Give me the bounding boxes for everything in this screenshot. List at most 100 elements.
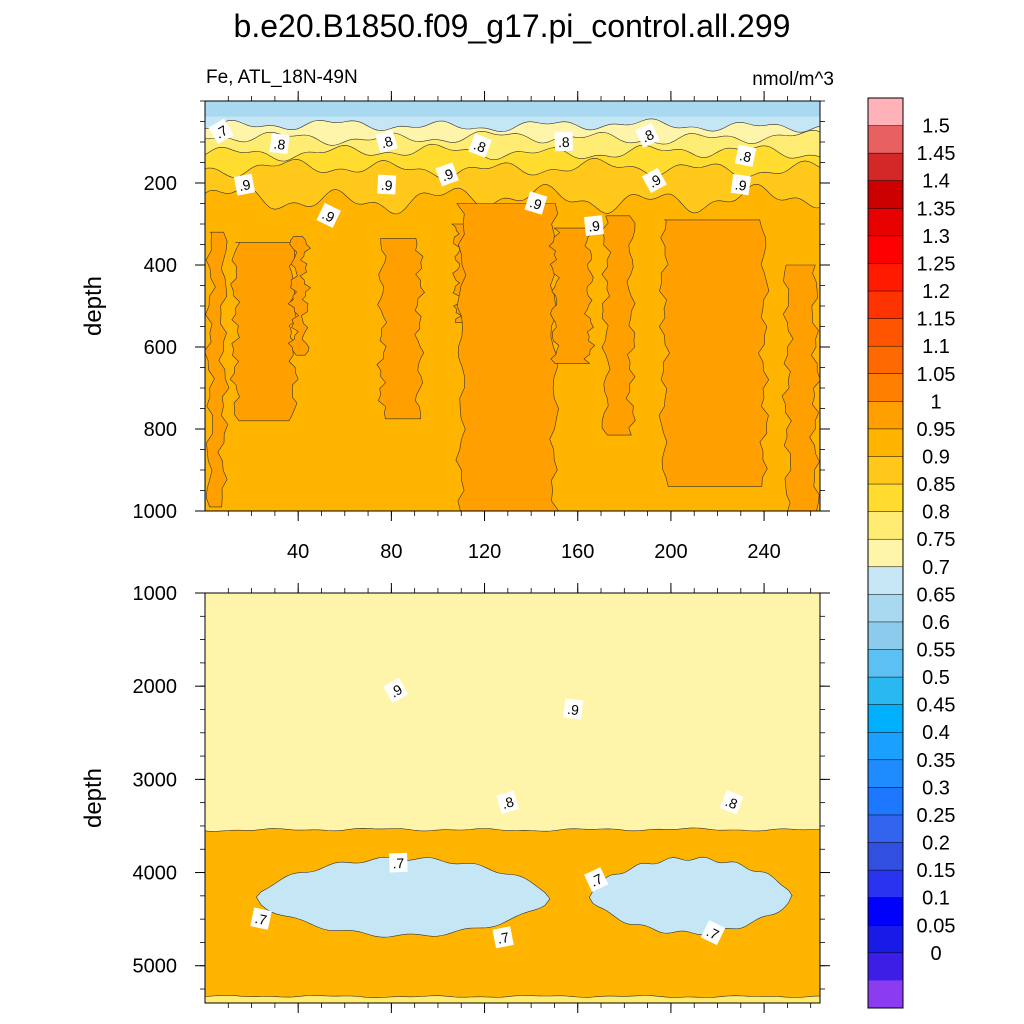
contour-blob-095 xyxy=(781,264,820,511)
contour-label: .8 xyxy=(734,144,757,167)
colorbar: 1.5 1.45 1.4 1.35 1.3 1.25 1.2 1.15 1.1 1.05 1 0.95… xyxy=(867,97,956,1009)
colorbar-label: 0.7 xyxy=(922,557,950,579)
contour-lobe-068 xyxy=(589,856,793,935)
contour-label: .8 xyxy=(496,790,519,814)
contour-blob-095 xyxy=(205,231,230,508)
colorbar-label: 0.9 xyxy=(922,446,950,468)
x-tick-label: 120 xyxy=(468,541,501,563)
upper-ylabel: depth xyxy=(80,276,107,336)
x-tick-label: 160 xyxy=(561,541,594,563)
colorbar-swatch xyxy=(868,428,903,457)
contour-label-text: .7 xyxy=(392,855,404,871)
contour-fill-band xyxy=(205,593,820,832)
colorbar-swatch xyxy=(868,180,903,209)
colorbar-swatch xyxy=(868,98,903,126)
y-tick-label: 1000 xyxy=(133,583,178,605)
contour-label: .9 xyxy=(316,202,341,228)
contour-label-box xyxy=(233,173,256,196)
contour-label: .8 xyxy=(554,131,574,152)
colorbar-label: 1.5 xyxy=(922,116,950,138)
colorbar-label: 1.3 xyxy=(922,226,950,248)
colorbar-label: 0.45 xyxy=(917,695,956,717)
contour-blob-095 xyxy=(287,236,312,356)
contour-blob-095 xyxy=(455,203,561,511)
contour-label-box xyxy=(554,131,574,152)
axes-layer: 200 400 600 800 1000 40 80 120 160 200 240 1000 2000… xyxy=(133,91,830,1013)
x-tick-label: 40 xyxy=(287,541,309,563)
contour-label: .8 xyxy=(635,122,660,148)
y-tick-label: 3000 xyxy=(133,769,178,791)
contour-label-box xyxy=(383,677,409,704)
contour-label-box xyxy=(635,122,660,148)
colorbar-label: 0.65 xyxy=(917,584,956,606)
colorbar-swatch xyxy=(868,235,903,264)
contour-label-box xyxy=(524,191,548,215)
lower-ylabel: depth xyxy=(80,768,107,828)
contour-label-box xyxy=(208,118,234,145)
colorbar-swatch xyxy=(868,125,903,154)
contour-fill-band xyxy=(205,995,820,1003)
colorbar-swatch xyxy=(868,842,903,871)
colorbar-label: 0.2 xyxy=(922,833,950,855)
contour-label-text: .8 xyxy=(379,133,395,152)
contour-label: .7 xyxy=(208,118,234,145)
contour-label-box xyxy=(563,698,584,720)
contour-label-box xyxy=(584,867,609,892)
y-tick-label: 400 xyxy=(144,255,177,277)
colorbar-label: 1.2 xyxy=(922,281,950,303)
colorbar-label: 1 xyxy=(930,391,941,413)
contour-label: .9 xyxy=(524,191,548,215)
colorbar-swatch xyxy=(868,539,903,568)
contour-label-text: .7 xyxy=(254,910,269,928)
colorbar-label: 0 xyxy=(930,943,941,965)
contour-label-box xyxy=(389,852,408,873)
y-tick-label: 2000 xyxy=(133,676,178,698)
colorbar-swatch xyxy=(868,952,903,981)
x-tick-label: 80 xyxy=(380,541,402,563)
panel-frame xyxy=(204,592,821,1004)
colorbar-label: 1.15 xyxy=(917,309,956,331)
colorbar-label: 0.5 xyxy=(922,667,950,689)
y-tick-label: 200 xyxy=(144,173,177,195)
colorbar-swatch xyxy=(868,566,903,595)
colorbar-label: 0.15 xyxy=(917,860,956,882)
surface-band xyxy=(205,101,820,117)
contour-label-text: .8 xyxy=(723,793,740,812)
colorbar-frame xyxy=(867,97,904,1009)
colorbar-swatch xyxy=(868,291,903,320)
contour-label: .9 xyxy=(377,174,397,195)
colorbar-label: 1.45 xyxy=(917,143,956,165)
contour-label-box xyxy=(377,174,397,195)
colorbar-swatch xyxy=(868,484,903,513)
y-tick-label: 5000 xyxy=(133,956,178,978)
y-tick-label: 600 xyxy=(144,337,177,359)
contour-label-text: .8 xyxy=(738,147,753,165)
colorbar-label: 0.4 xyxy=(922,722,950,744)
contour-label-box xyxy=(584,215,604,236)
contour-label-text: .8 xyxy=(273,135,287,152)
colorbar-swatch xyxy=(868,870,903,899)
contour-label-box xyxy=(719,790,744,815)
contour-label: .7 xyxy=(389,852,408,873)
contour-label-box xyxy=(269,133,290,155)
contour-label: .8 xyxy=(375,129,398,154)
colorbar-label: 0.1 xyxy=(922,888,950,910)
contour-blob-095 xyxy=(229,242,299,422)
contour-blob-095 xyxy=(548,227,596,364)
contour-label: .9 xyxy=(730,173,752,196)
contour-label: .7 xyxy=(584,867,609,892)
colorbar-label: 1.4 xyxy=(922,171,950,193)
left-string: Fe, ATL_18N-49N xyxy=(206,67,358,88)
contour-label: .7 xyxy=(700,920,726,946)
contour-label: .8 xyxy=(719,790,744,815)
colorbar-swatch xyxy=(868,456,903,485)
contour-label-box xyxy=(734,144,757,167)
colorbar-label: 1.1 xyxy=(922,336,950,358)
colorbar-swatch xyxy=(868,263,903,292)
contour-label-text: .7 xyxy=(496,929,511,947)
contour-label-text: .8 xyxy=(558,134,570,150)
contour-label-text: .9 xyxy=(587,218,600,235)
contour-label: .9 xyxy=(563,698,584,720)
units-label: nmol/m^3 xyxy=(752,69,834,90)
